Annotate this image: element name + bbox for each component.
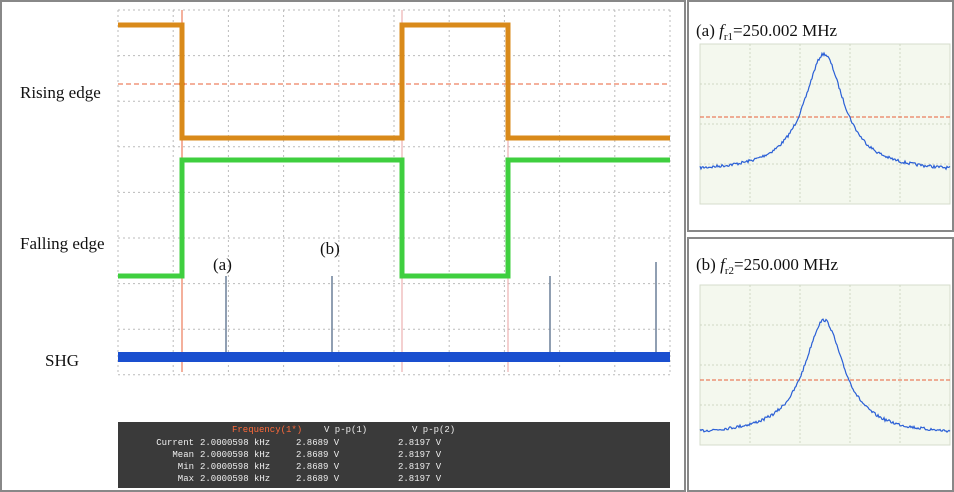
table-cell: 2.8197 V [398,462,442,472]
table-cell: 2.0000598 kHz [200,438,270,448]
shg-trace [118,352,670,362]
table-cell: 2.8197 V [398,474,442,484]
table-cell: Mean [172,450,194,460]
marker-label: (b) [320,239,340,258]
table-cell: 2.8197 V [398,438,442,448]
figure: Rising edge Falling edge SHG (a) (b) Fre… [0,0,954,492]
spectra: (a) fr1=250.002 MHz (b) fr2=250.000 MHz [696,21,950,445]
trace-label: Falling edge [20,234,105,253]
table-header: V p-p(2) [412,425,455,435]
table-header: Frequency(1*) [232,425,302,435]
spectrum-title: (b) fr2=250.000 MHz [696,255,838,277]
table-cell: Max [178,474,194,484]
title-prefix: (a) [696,21,719,40]
table-cell: 2.0000598 kHz [200,450,270,460]
trace-label: SHG [45,351,79,370]
marker-label: (a) [213,255,232,274]
table-cell: 2.8197 V [398,450,442,460]
table-cell: 2.8689 V [296,450,340,460]
page: Rising edge Falling edge SHG (a) (b) Fre… [0,0,954,492]
trace-label: Rising edge [20,83,101,102]
table-cell: 2.8689 V [296,474,340,484]
table-cell: 2.0000598 kHz [200,474,270,484]
title-prefix: (b) [696,255,720,274]
table-cell: 2.8689 V [296,438,340,448]
table-cell: 2.8689 V [296,462,340,472]
title-subscript: r1 [724,31,733,43]
table-cell: Min [178,462,194,472]
table-header: V p-p(1) [324,425,367,435]
table-cell: 2.0000598 kHz [200,462,270,472]
title-value: =250.000 MHz [734,255,838,274]
title-value: =250.002 MHz [733,21,837,40]
title-subscript: r2 [725,265,734,277]
spectrum-title: (a) fr1=250.002 MHz [696,21,838,43]
table-cell: Current [156,438,194,448]
